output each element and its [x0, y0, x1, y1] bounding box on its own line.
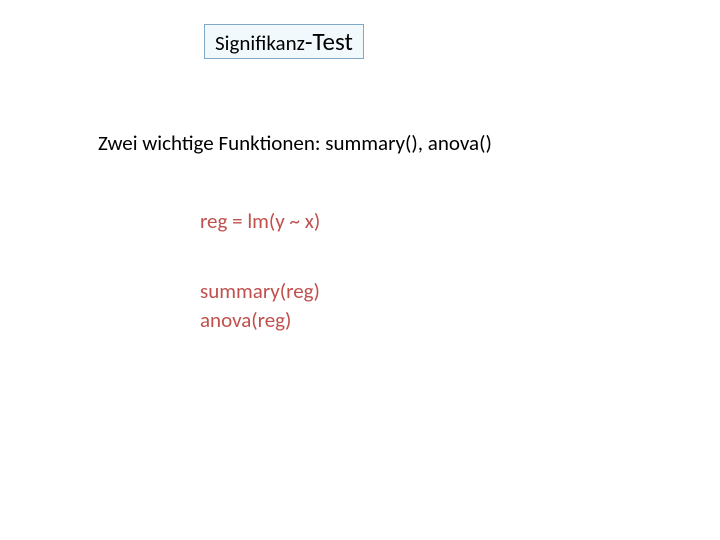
slide: Signifikanz-Test Zwei wichtige Funktione… — [0, 0, 720, 540]
code-line-1: reg = lm(y ~ x) — [200, 208, 320, 234]
body-text: Zwei wichtige Funktionen: summary(), ano… — [98, 130, 492, 156]
title-part2: -Test — [305, 26, 353, 57]
code-line-3: anova(reg) — [200, 307, 291, 333]
title-box: Signifikanz-Test — [204, 24, 364, 59]
title-part1: Signifikanz — [215, 30, 305, 56]
code-line-2: summary(reg) — [200, 278, 320, 304]
